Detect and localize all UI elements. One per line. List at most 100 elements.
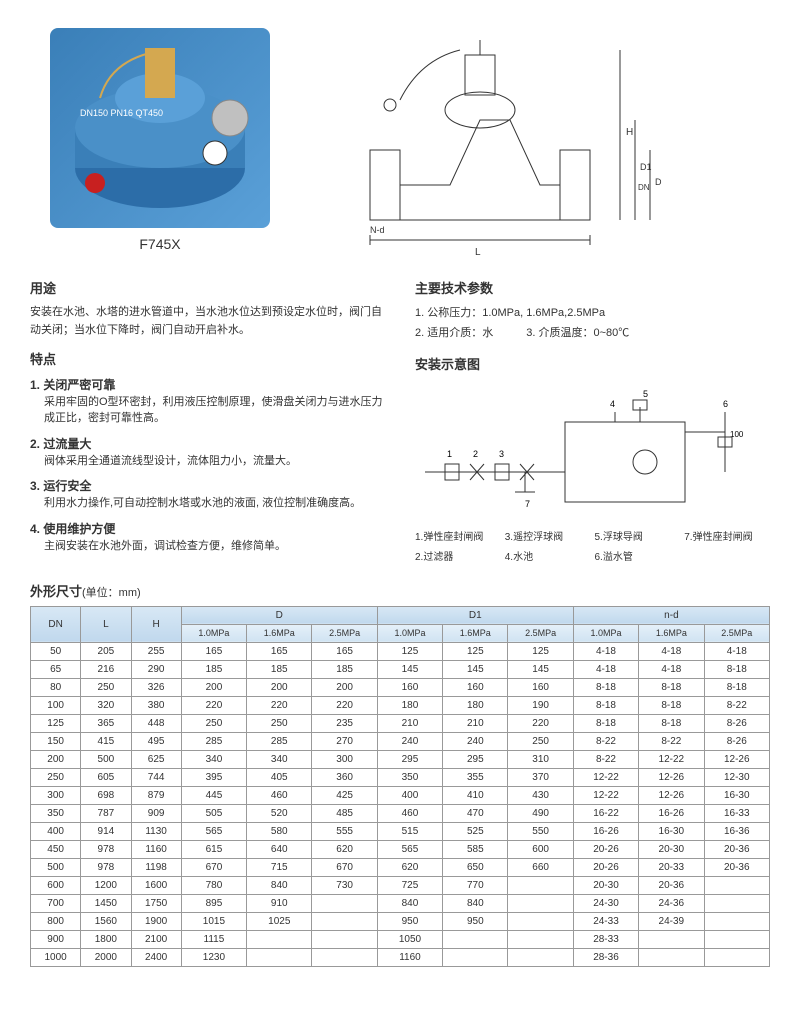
table-cell — [508, 930, 573, 948]
table-cell: 326 — [131, 678, 181, 696]
table-cell: 1230 — [181, 948, 246, 966]
table-cell: 185 — [181, 660, 246, 678]
product-image-area: DN150 PN16 QT450 F745X — [30, 20, 290, 260]
table-cell: 978 — [81, 858, 131, 876]
svg-text:5: 5 — [643, 389, 648, 399]
table-cell: 340 — [247, 750, 312, 768]
table-cell: 2000 — [81, 948, 131, 966]
table-cell: 20-33 — [639, 858, 704, 876]
legend-item: 3.遥控浮球阀 — [505, 530, 591, 546]
table-cell: 978 — [81, 840, 131, 858]
table-subheader: 1.6MPa — [639, 624, 704, 642]
table-cell: 250 — [81, 678, 131, 696]
table-cell: 744 — [131, 768, 181, 786]
label-D1: D1 — [640, 162, 652, 172]
install-title: 安装示意图 — [415, 356, 770, 374]
table-cell: 65 — [31, 660, 81, 678]
table-cell: 555 — [312, 822, 377, 840]
table-cell: 400 — [31, 822, 81, 840]
table-cell: 250 — [181, 714, 246, 732]
table-row: 25060574439540536035035537012-2212-2612-… — [31, 768, 770, 786]
table-cell: 8-18 — [639, 696, 704, 714]
table-cell: 270 — [312, 732, 377, 750]
table-cell: 285 — [181, 732, 246, 750]
table-cell: 12-22 — [573, 768, 638, 786]
table-cell: 515 — [377, 822, 442, 840]
usage-text: 安装在水池、水塔的进水管道中，当水池水位达到预设定水位时，阀门自动关闭；当水位下… — [30, 304, 385, 339]
table-cell: 698 — [81, 786, 131, 804]
table-cell: 145 — [377, 660, 442, 678]
dimensions-table: DNLHDD1n-d 1.0MPa1.6MPa2.5MPa1.0MPa1.6MP… — [30, 606, 770, 967]
table-cell: 295 — [443, 750, 508, 768]
table-cell: 620 — [377, 858, 442, 876]
table-cell: 20-30 — [573, 876, 638, 894]
table-cell: 1015 — [181, 912, 246, 930]
table-subheader: 2.5MPa — [312, 624, 377, 642]
valve-markings: DN150 PN16 QT450 — [80, 108, 163, 120]
install-diagram: 1 2 3 4 5 6 7 100 — [415, 382, 770, 522]
table-cell: 28-36 — [573, 948, 638, 966]
table-subheader: 1.0MPa — [573, 624, 638, 642]
table-cell: 1130 — [131, 822, 181, 840]
table-subheader: 1.0MPa — [377, 624, 442, 642]
table-cell: 787 — [81, 804, 131, 822]
table-cell: 216 — [81, 660, 131, 678]
table-cell: 240 — [443, 732, 508, 750]
table-row: 1003203802202202201801801908-188-188-22 — [31, 696, 770, 714]
table-cell: 1198 — [131, 858, 181, 876]
table-cell: 4-18 — [639, 660, 704, 678]
table-cell: 700 — [31, 894, 81, 912]
table-header: H — [131, 606, 181, 642]
table-cell: 565 — [377, 840, 442, 858]
table-title: 外形尺寸(单位：mm) — [30, 581, 770, 600]
feature-item: 3. 运行安全利用水力操作,可自动控制水塔或水池的液面, 液位控制准确度高。 — [30, 477, 385, 512]
table-cell: 495 — [131, 732, 181, 750]
table-cell: 145 — [508, 660, 573, 678]
legend-item: 1.弹性座封闸阀 — [415, 530, 501, 546]
table-cell — [704, 948, 770, 966]
valve-image: DN150 PN16 QT450 — [50, 28, 270, 228]
table-cell: 550 — [508, 822, 573, 840]
table-cell — [639, 948, 704, 966]
table-header-row: DNLHDD1n-d — [31, 606, 770, 624]
table-cell — [508, 894, 573, 912]
table-cell: 395 — [181, 768, 246, 786]
legend-item — [684, 550, 770, 566]
table-cell: 12-26 — [639, 786, 704, 804]
table-subheader: 1.6MPa — [443, 624, 508, 642]
table-cell: 950 — [377, 912, 442, 930]
table-cell: 8-26 — [704, 714, 770, 732]
table-cell: 12-30 — [704, 768, 770, 786]
table-cell: 235 — [312, 714, 377, 732]
table-cell: 4-18 — [639, 642, 704, 660]
top-section: DN150 PN16 QT450 F745X L — [30, 20, 770, 260]
table-cell: 500 — [81, 750, 131, 768]
table-cell: 8-18 — [573, 714, 638, 732]
feature-desc: 利用水力操作,可自动控制水塔或水池的液面, 液位控制准确度高。 — [30, 495, 385, 512]
table-cell: 2100 — [131, 930, 181, 948]
table-cell — [508, 912, 573, 930]
table-cell: 220 — [312, 696, 377, 714]
table-cell: 285 — [247, 732, 312, 750]
table-cell: 20-26 — [573, 840, 638, 858]
table-row: 900180021001115105028-33 — [31, 930, 770, 948]
feature-title: 2. 过流量大 — [30, 435, 385, 453]
table-cell: 1160 — [131, 840, 181, 858]
table-cell: 895 — [181, 894, 246, 912]
table-cell: 210 — [443, 714, 508, 732]
table-header: n-d — [573, 606, 769, 624]
table-cell: 365 — [81, 714, 131, 732]
table-cell — [704, 894, 770, 912]
table-cell: 340 — [181, 750, 246, 768]
table-cell: 165 — [181, 642, 246, 660]
table-cell: 650 — [443, 858, 508, 876]
table-header: L — [81, 606, 131, 642]
features-list: 1. 关闭严密可靠采用牢固的O型环密封，利用液压控制原理，使滑盘关闭力与进水压力… — [30, 376, 385, 555]
param-line: 1. 公称压力：1.0MPa, 1.6MPa,2.5MPa — [415, 304, 770, 324]
table-cell: 16-26 — [573, 822, 638, 840]
table-unit: (单位：mm) — [82, 587, 141, 599]
table-cell: 180 — [443, 696, 508, 714]
table-cell — [312, 894, 377, 912]
table-cell: 12-26 — [704, 750, 770, 768]
table-cell: 1750 — [131, 894, 181, 912]
